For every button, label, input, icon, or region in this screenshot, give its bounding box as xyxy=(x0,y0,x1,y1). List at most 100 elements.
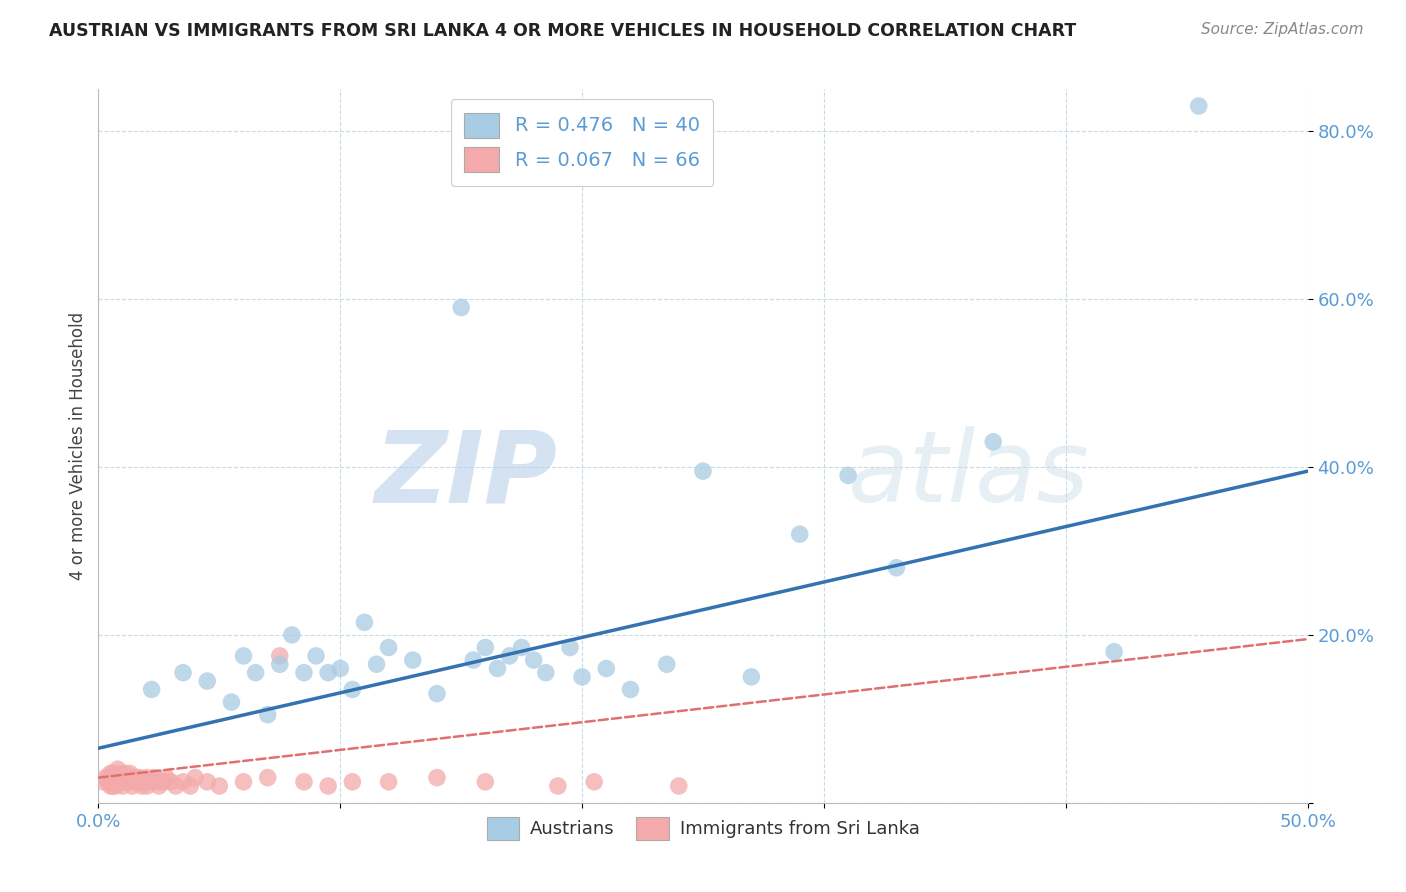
Point xyxy=(1188,99,1211,113)
Point xyxy=(886,560,908,574)
Point xyxy=(135,779,157,793)
Point xyxy=(121,771,143,785)
Point xyxy=(135,771,157,785)
Point xyxy=(117,774,139,789)
Point xyxy=(256,707,278,722)
Point xyxy=(498,648,520,663)
Point xyxy=(101,766,124,780)
Point xyxy=(155,771,177,785)
Point xyxy=(463,653,485,667)
Point xyxy=(292,774,315,789)
Point xyxy=(131,779,153,793)
Point xyxy=(121,779,143,793)
Text: Source: ZipAtlas.com: Source: ZipAtlas.com xyxy=(1201,22,1364,37)
Point xyxy=(486,661,509,675)
Point xyxy=(148,779,170,793)
Point xyxy=(100,774,122,789)
Point xyxy=(108,774,131,789)
Point xyxy=(101,771,124,785)
Point xyxy=(221,695,243,709)
Point xyxy=(138,774,160,789)
Point xyxy=(195,774,218,789)
Point xyxy=(366,657,388,672)
Point xyxy=(118,766,141,780)
Point xyxy=(474,774,496,789)
Point xyxy=(981,434,1004,449)
Point xyxy=(1102,645,1125,659)
Point xyxy=(232,774,254,789)
Point xyxy=(117,771,139,785)
Point xyxy=(740,670,762,684)
Text: atlas: atlas xyxy=(848,426,1090,523)
Point xyxy=(124,771,146,785)
Point xyxy=(152,774,174,789)
Point xyxy=(523,653,546,667)
Point xyxy=(245,665,267,680)
Point xyxy=(127,771,149,785)
Point xyxy=(269,657,291,672)
Point xyxy=(150,774,173,789)
Point xyxy=(128,771,150,785)
Point xyxy=(134,774,156,789)
Point xyxy=(668,779,690,793)
Point xyxy=(107,762,129,776)
Point xyxy=(141,774,163,789)
Point xyxy=(107,774,129,789)
Point xyxy=(450,301,472,315)
Point xyxy=(111,771,134,785)
Point xyxy=(269,648,291,663)
Point xyxy=(172,774,194,789)
Legend: Austrians, Immigrants from Sri Lanka: Austrians, Immigrants from Sri Lanka xyxy=(479,810,927,847)
Point xyxy=(165,779,187,793)
Point xyxy=(143,771,166,785)
Point xyxy=(353,615,375,630)
Point xyxy=(316,779,339,793)
Point xyxy=(104,774,127,789)
Point xyxy=(256,771,278,785)
Point xyxy=(128,774,150,789)
Point xyxy=(571,670,593,684)
Point xyxy=(474,640,496,655)
Point xyxy=(131,774,153,789)
Point xyxy=(104,779,127,793)
Point xyxy=(595,661,617,675)
Point xyxy=(292,665,315,680)
Point xyxy=(94,771,117,785)
Point xyxy=(342,774,364,789)
Point xyxy=(100,766,122,780)
Point xyxy=(789,527,811,541)
Point xyxy=(111,774,134,789)
Point xyxy=(124,774,146,789)
Point xyxy=(179,779,201,793)
Point xyxy=(114,766,136,780)
Point xyxy=(91,774,114,789)
Point xyxy=(127,774,149,789)
Point xyxy=(111,779,134,793)
Point xyxy=(583,774,606,789)
Point xyxy=(101,779,124,793)
Point xyxy=(534,665,557,680)
Point xyxy=(837,468,859,483)
Point xyxy=(172,665,194,680)
Y-axis label: 4 or more Vehicles in Household: 4 or more Vehicles in Household xyxy=(69,312,87,580)
Point xyxy=(547,779,569,793)
Point xyxy=(426,687,449,701)
Point xyxy=(316,665,339,680)
Point xyxy=(195,674,218,689)
Point xyxy=(108,766,131,780)
Point xyxy=(426,771,449,785)
Point xyxy=(402,653,425,667)
Point xyxy=(232,648,254,663)
Point xyxy=(377,640,399,655)
Point xyxy=(100,779,122,793)
Point xyxy=(510,640,533,655)
Point xyxy=(114,774,136,789)
Point xyxy=(145,774,167,789)
Point xyxy=(305,648,328,663)
Point xyxy=(558,640,581,655)
Point xyxy=(208,779,231,793)
Point xyxy=(655,657,678,672)
Text: ZIP: ZIP xyxy=(375,426,558,523)
Point xyxy=(184,771,207,785)
Point xyxy=(97,774,120,789)
